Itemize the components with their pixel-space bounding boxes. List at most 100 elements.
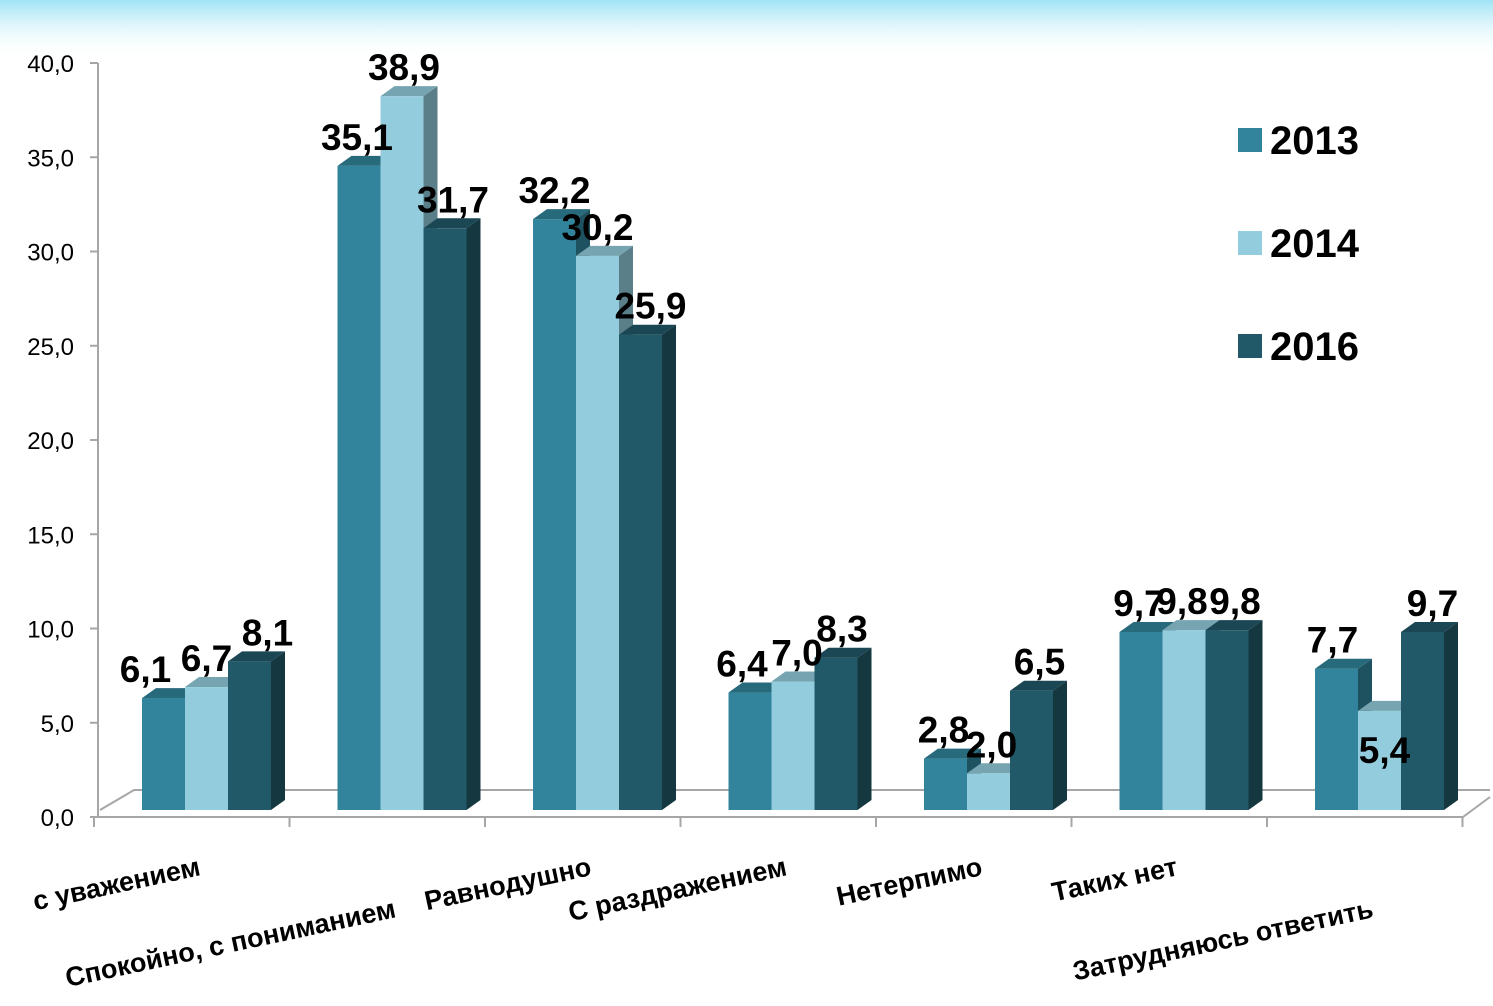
bar-front [142, 698, 185, 810]
category-label: Спокойно, с пониманием [63, 894, 399, 993]
bar-front [814, 657, 858, 810]
bar-top [1401, 622, 1458, 633]
bar-top [924, 748, 981, 759]
bar-front [1205, 630, 1249, 810]
y-tick-label: 5,0 [41, 711, 74, 738]
bar-side [1053, 680, 1067, 810]
y-tick-label: 0,0 [41, 805, 74, 832]
data-label: 7,7 [1307, 620, 1358, 661]
data-label: 9,8 [1209, 581, 1260, 622]
floor-right-edge [1462, 796, 1491, 818]
bar-front [1315, 668, 1358, 810]
data-label: 8,1 [242, 612, 293, 653]
bar-2013-7 [1315, 658, 1372, 810]
category-label: Затрудняюсь ответить [1070, 894, 1376, 987]
bar-top [380, 86, 438, 97]
bar-front [1401, 632, 1444, 810]
bar-front [924, 758, 967, 810]
bar-front [967, 773, 1010, 810]
bar-2016-1 [228, 651, 285, 810]
bar-top [185, 677, 242, 688]
category-label: Нетерпимо [834, 852, 985, 912]
legend-label-2014: 2014 [1270, 222, 1360, 266]
bar-top [1205, 620, 1263, 631]
bar-side [271, 651, 285, 810]
data-label: 30,2 [561, 207, 633, 248]
bar-front [576, 255, 619, 810]
bar-2016-4 [814, 647, 872, 810]
bar-2016-3 [619, 324, 676, 810]
data-label: 7,0 [771, 633, 822, 674]
bar-top [533, 209, 590, 220]
bar-top [1315, 658, 1372, 669]
bar-front [1162, 630, 1206, 810]
data-label: 31,7 [417, 179, 489, 220]
bar-top [728, 682, 786, 693]
y-tick-label: 15,0 [27, 522, 74, 549]
bar-2016-5 [1010, 680, 1067, 810]
bar-top [1010, 680, 1067, 691]
bar-front [1358, 710, 1401, 810]
y-axis: 0,0 5,0 10,0 15,0 20,0 25,0 30,0 35,0 40,0 [27, 51, 99, 832]
bar-front [185, 687, 228, 810]
data-label: 5,4 [1359, 730, 1411, 771]
data-label: 9,7 [1113, 583, 1164, 624]
bar-side [857, 647, 872, 810]
data-label: 2,8 [918, 710, 969, 751]
category-label: Таких нет [1049, 852, 1180, 908]
bar-front [771, 681, 815, 810]
data-label: 25,9 [614, 286, 686, 327]
legend-label-2013: 2013 [1270, 119, 1359, 163]
bars [142, 86, 1458, 811]
data-label: 32,2 [518, 170, 590, 211]
y-tick-label: 40,0 [27, 51, 74, 78]
y-tick-label: 20,0 [27, 428, 74, 455]
bar-side [662, 324, 676, 810]
legend: 2013 2014 2016 [1238, 119, 1360, 369]
bar-front [423, 228, 467, 810]
bar-top [1119, 622, 1177, 633]
bar-front [533, 219, 576, 810]
data-label: 6,1 [120, 649, 171, 690]
bar-top [967, 763, 1024, 774]
sky-decoration [0, 0, 1493, 60]
bar-front [228, 661, 271, 810]
data-label: 6,4 [716, 644, 768, 685]
y-tick-label: 10,0 [27, 617, 74, 644]
bar-top [619, 324, 676, 335]
data-label: 9,8 [1156, 581, 1207, 622]
category-label: С раздражением [566, 852, 790, 928]
bar-2016-2 [423, 218, 481, 810]
bar-2016-7 [1401, 622, 1458, 810]
legend-swatch-2014 [1238, 231, 1262, 255]
bar-top [337, 155, 395, 166]
bar-top [142, 688, 199, 699]
bar-top [771, 671, 829, 682]
data-label: 2,0 [966, 724, 1017, 765]
bar-top [576, 245, 633, 256]
bar-top [423, 218, 481, 229]
data-label: 8,3 [816, 609, 867, 650]
data-label: 6,7 [181, 638, 232, 679]
bar-front [380, 96, 424, 810]
data-label: 38,9 [368, 47, 440, 88]
legend-swatch-2013 [1238, 128, 1262, 152]
bar-front [1010, 690, 1053, 810]
bar-side [1248, 620, 1263, 810]
category-label: с уважением [30, 852, 203, 917]
data-labels: 6,1 6,78,1 35,1 38,9 31,7 32,230,2 25,9 6,4 7,08… [120, 47, 1458, 771]
legend-label-2016: 2016 [1270, 325, 1359, 369]
bar-front [619, 334, 662, 810]
data-label: 35,1 [321, 117, 393, 158]
bar-front [728, 692, 772, 810]
bar-side [1444, 622, 1458, 810]
bar-top [1162, 620, 1220, 631]
data-label: 6,5 [1014, 642, 1065, 683]
bar-2013-5 [924, 748, 981, 810]
bar-2016-6 [1205, 620, 1263, 810]
bar-top [228, 651, 285, 662]
legend-swatch-2016 [1238, 334, 1262, 358]
y-tick-label: 25,0 [27, 334, 74, 361]
